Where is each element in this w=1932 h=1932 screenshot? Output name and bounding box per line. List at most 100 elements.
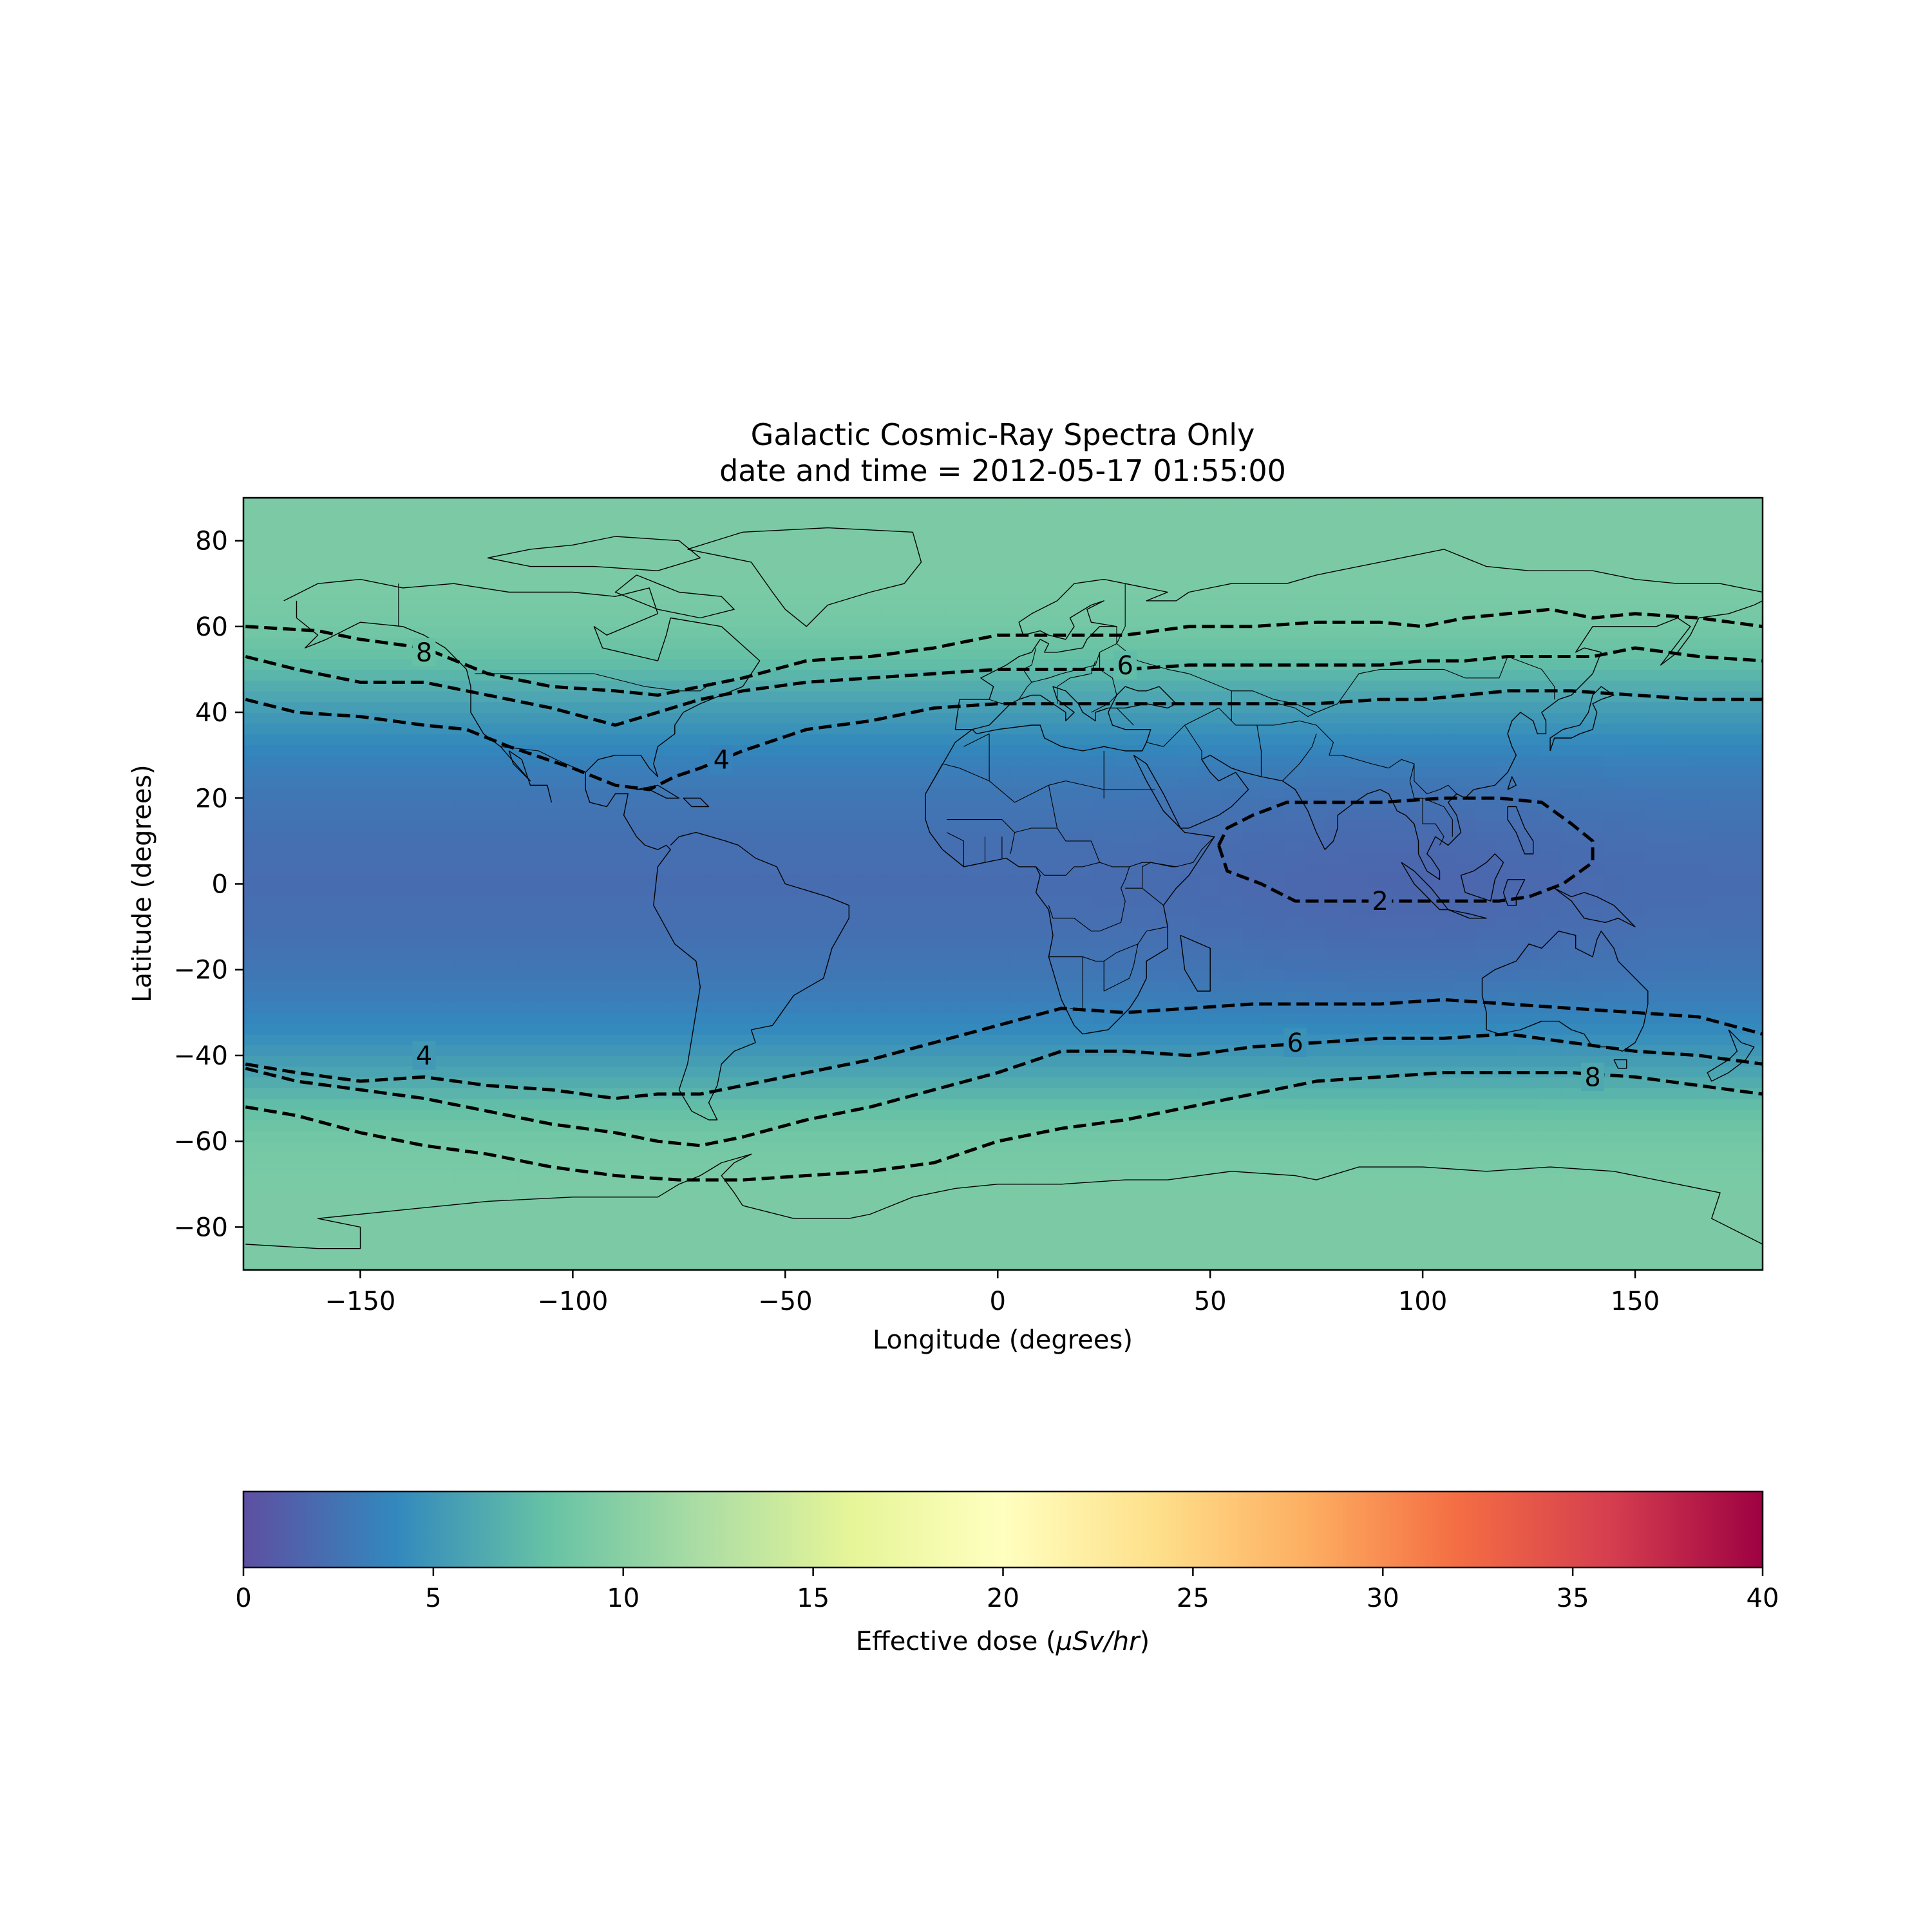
- heatmap-cell: [1752, 637, 1763, 649]
- heatmap-cell: [1645, 777, 1668, 788]
- heatmap-cell: [350, 969, 372, 981]
- heatmap-cell: [328, 895, 350, 906]
- heatmap-cell: [689, 862, 712, 874]
- heatmap-cell: [1624, 1216, 1647, 1228]
- heatmap-cell: [1582, 1151, 1604, 1164]
- heatmap-cell: [1539, 787, 1562, 799]
- heatmap-cell: [817, 969, 839, 981]
- heatmap-cell: [562, 1206, 584, 1217]
- heatmap-cell: [455, 980, 478, 992]
- heatmap-cell: [668, 616, 690, 627]
- heatmap-cell: [1008, 1141, 1030, 1153]
- heatmap-cell: [1539, 1077, 1562, 1088]
- heatmap-cell: [817, 594, 839, 606]
- heatmap-cell: [286, 905, 308, 917]
- heatmap-cell: [519, 1184, 542, 1196]
- heatmap-cell: [774, 1184, 797, 1196]
- heatmap-cell: [1199, 723, 1222, 735]
- heatmap-cell: [1582, 1238, 1604, 1249]
- heatmap-cell: [880, 1001, 903, 1014]
- heatmap-cell: [350, 819, 372, 831]
- heatmap-cell: [1305, 937, 1328, 949]
- heatmap-cell: [371, 1151, 393, 1164]
- heatmap-cell: [307, 991, 329, 1003]
- heatmap-cell: [923, 873, 945, 885]
- heatmap-cell: [1582, 1184, 1604, 1196]
- heatmap-cell: [540, 959, 563, 971]
- heatmap-cell: [944, 1087, 967, 1099]
- heatmap-cell: [265, 905, 287, 917]
- heatmap-cell: [286, 637, 308, 649]
- heatmap-cell: [1305, 1141, 1328, 1153]
- heatmap-cell: [1624, 1141, 1647, 1153]
- heatmap-cell: [1582, 637, 1604, 649]
- heatmap-cell: [392, 884, 414, 895]
- heatmap-cell: [1433, 1109, 1455, 1121]
- heatmap-cell: [455, 808, 478, 820]
- heatmap-cell: [1454, 798, 1477, 810]
- heatmap-cell: [880, 873, 903, 885]
- heatmap-cell: [1072, 819, 1094, 831]
- heatmap-cell: [1178, 969, 1200, 981]
- heatmap-cell: [859, 1109, 882, 1121]
- heatmap-cell: [902, 605, 924, 616]
- heatmap-cell: [1582, 873, 1604, 885]
- heatmap-cell: [1709, 626, 1732, 638]
- heatmap-cell: [902, 1141, 924, 1153]
- heatmap-cell: [371, 1023, 393, 1035]
- heatmap-cell: [1008, 766, 1030, 777]
- heatmap-cell: [923, 980, 945, 992]
- heatmap-cell: [350, 1109, 372, 1121]
- heatmap-cell: [1645, 723, 1668, 735]
- heatmap-cell: [710, 1001, 733, 1014]
- heatmap-cell: [774, 1141, 797, 1153]
- heatmap-cell: [1497, 1077, 1519, 1088]
- heatmap-cell: [1390, 851, 1413, 863]
- heatmap-cell: [625, 1195, 648, 1206]
- heatmap-cell: [1624, 637, 1647, 649]
- heatmap-cell: [1433, 1087, 1455, 1099]
- heatmap-cell: [1475, 1045, 1498, 1056]
- heatmap-cell: [392, 1151, 414, 1164]
- heatmap-cell: [859, 873, 882, 885]
- heatmap-cell: [1518, 980, 1540, 992]
- heatmap-cell: [1433, 755, 1455, 767]
- heatmap-cell: [1539, 830, 1562, 842]
- heatmap-cell: [1072, 808, 1094, 820]
- heatmap-cell: [795, 1216, 818, 1228]
- heatmap-cell: [1348, 948, 1370, 960]
- heatmap-cell: [1390, 1206, 1413, 1217]
- heatmap-cell: [350, 1119, 372, 1132]
- heatmap-cell: [732, 969, 754, 981]
- heatmap-cell: [689, 948, 712, 960]
- heatmap-cell: [1284, 969, 1307, 981]
- heatmap-cell: [987, 862, 1009, 874]
- heatmap-cell: [434, 927, 457, 938]
- heatmap-cell: [859, 1141, 882, 1153]
- heatmap-cell: [1220, 969, 1243, 981]
- heatmap-cell: [1135, 562, 1158, 574]
- heatmap-cell: [817, 1259, 839, 1270]
- heatmap-cell: [795, 948, 818, 960]
- heatmap-cell: [392, 755, 414, 767]
- heatmap-cell: [1305, 540, 1328, 553]
- heatmap-cell: [1603, 1195, 1625, 1206]
- heatmap-cell: [1029, 1023, 1052, 1035]
- heatmap-cell: [1390, 1238, 1413, 1249]
- heatmap-cell: [1029, 562, 1052, 574]
- heatmap-cell: [1220, 959, 1243, 971]
- heatmap-cell: [1008, 1248, 1030, 1260]
- heatmap-cell: [1263, 712, 1285, 724]
- heatmap-cell: [1348, 530, 1370, 542]
- heatmap-cell: [838, 1151, 860, 1164]
- heatmap-cell: [455, 690, 478, 703]
- heatmap-cell: [286, 777, 308, 788]
- heatmap-cell: [477, 1001, 499, 1014]
- heatmap-cell: [859, 701, 882, 713]
- heatmap-cell: [1390, 1248, 1413, 1260]
- heatmap-cell: [625, 1045, 648, 1056]
- heatmap-cell: [732, 1238, 754, 1249]
- heatmap-cell: [1114, 1195, 1137, 1206]
- heatmap-cell: [1518, 1055, 1540, 1067]
- heatmap-cell: [689, 895, 712, 906]
